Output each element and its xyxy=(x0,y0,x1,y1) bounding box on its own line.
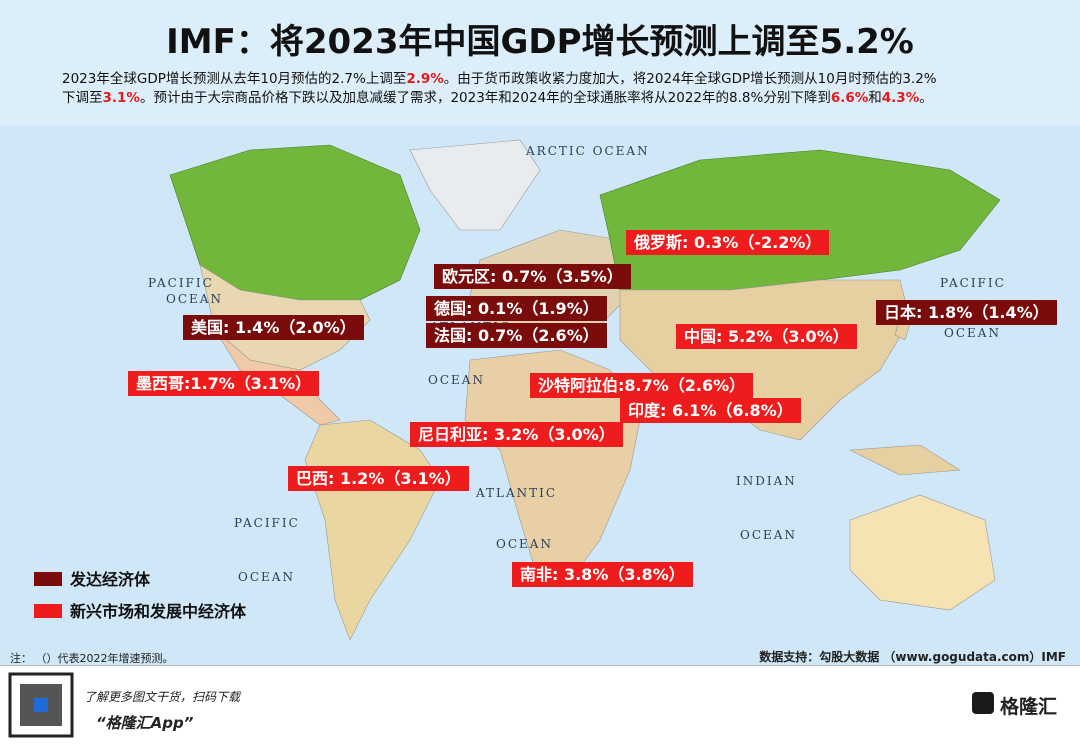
subtitle-line: 2023年全球GDP增长预测从去年10月预估的2.7%上调至2.9%。由于货币政… xyxy=(62,70,1052,89)
country-label: 墨西哥:1.7%（3.1%） xyxy=(128,371,320,396)
ocean-label: OCEAN xyxy=(740,528,797,542)
country-label: 巴西: 1.2%（3.1%） xyxy=(288,466,469,491)
country-label: 南非: 3.8%（3.8%） xyxy=(512,562,693,587)
country-label: 中国: 5.2%（3.0%） xyxy=(676,324,857,349)
subtitle-segment: 3.1% xyxy=(102,90,140,106)
ocean-label: INDIAN xyxy=(736,474,797,488)
ocean-label: PACIFIC xyxy=(234,516,300,530)
ocean-label: OCEAN xyxy=(166,292,223,306)
ocean-label: ARCTIC OCEAN xyxy=(526,144,650,158)
subtitle-segment: 6.6% xyxy=(830,90,869,106)
country-label: 日本: 1.8%（1.4%） xyxy=(876,300,1057,325)
legend-item: 新兴市场和发展中经济体 xyxy=(34,598,246,622)
country-label: 德国: 0.1%（1.9%） xyxy=(426,296,607,321)
subtitle-segment: 。由于货币政策收紧力度加大，将2024年全球GDP增长预测从10月时预估的3.2… xyxy=(443,71,937,87)
subtitle-segment: 下调至 xyxy=(62,90,103,106)
legend-swatch xyxy=(34,604,62,618)
ocean-label: OCEAN xyxy=(496,537,553,551)
ocean-label: OCEAN xyxy=(944,326,1001,340)
legend-label: 发达经济体 xyxy=(70,570,151,589)
legend-item: 发达经济体 xyxy=(34,566,150,590)
country-label: 法国: 0.7%（2.6%） xyxy=(426,323,607,348)
country-label: 俄罗斯: 0.3%（-2.2%） xyxy=(626,230,830,255)
source: 数据支持：勾股大数据 （www.gogudata.com）IMF xyxy=(759,650,1066,664)
logo: 格隆汇 xyxy=(1000,696,1058,718)
subtitle-segment: 。预计由于大宗商品价格下跌以及加息减缓了需求，2023年和2024年的全球通胀率… xyxy=(139,90,831,106)
title: IMF：将2023年中国GDP增长预测上调至5.2% xyxy=(166,22,914,62)
country-label: 欧元区: 0.7%（3.5%） xyxy=(434,264,631,289)
ocean-label: OCEAN xyxy=(238,570,295,584)
app-name: “格隆汇App” xyxy=(96,714,194,732)
ocean-label: OCEAN xyxy=(428,373,485,387)
country-label: 美国: 1.4%（2.0%） xyxy=(183,315,364,340)
subtitle-segment: 和 xyxy=(868,90,882,106)
note: 注： （）代表2022年增速预测。 xyxy=(10,652,174,665)
legend-swatch xyxy=(34,572,62,586)
subtitle-segment: 。 xyxy=(919,90,933,106)
ocean-label: ATLANTIC xyxy=(476,486,558,500)
ocean-label: PACIFIC xyxy=(940,276,1006,290)
subtitle-segment: 2.9% xyxy=(406,71,444,87)
subtitle-line: 下调至3.1%。预计由于大宗商品价格下跌以及加息减缓了需求，2023年和2024… xyxy=(62,89,1052,108)
country-label: 沙特阿拉伯:8.7%（2.6%） xyxy=(530,373,754,398)
country-label: 尼日利亚: 3.2%（3.0%） xyxy=(410,422,623,447)
promo: 了解更多图文干货，扫码下载 xyxy=(84,690,241,704)
ocean-label: PACIFIC xyxy=(148,276,214,290)
subtitle-segment: 4.3% xyxy=(881,90,920,106)
legend-label: 新兴市场和发展中经济体 xyxy=(70,602,247,621)
subtitle: 2023年全球GDP增长预测从去年10月预估的2.7%上调至2.9%。由于货币政… xyxy=(62,70,1052,108)
country-label: 印度: 6.1%（6.8%） xyxy=(620,398,801,423)
subtitle-segment: 2023年全球GDP增长预测从去年10月预估的2.7%上调至 xyxy=(62,71,407,87)
